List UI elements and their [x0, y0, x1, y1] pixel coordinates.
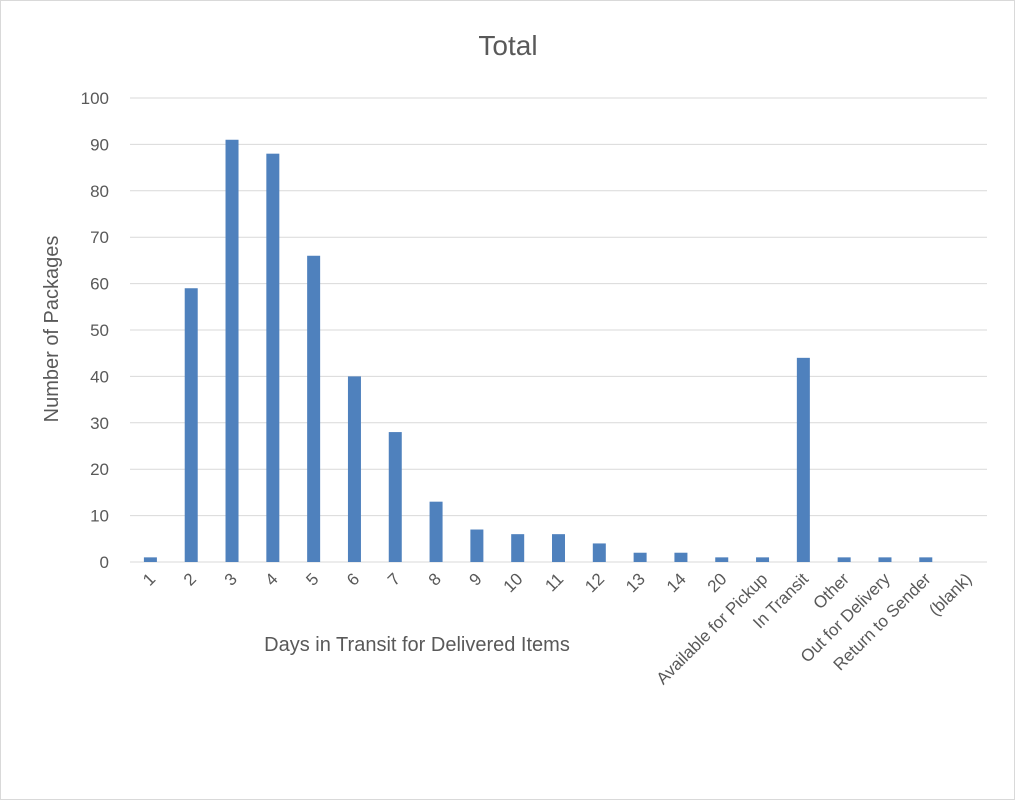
chart-title: Total	[478, 30, 537, 61]
bar	[796, 357, 810, 562]
bar	[347, 376, 361, 562]
y-tick-label: 90	[90, 135, 109, 154]
x-tick-label: 8	[425, 569, 445, 589]
bar	[429, 501, 443, 562]
x-tick-label: 7	[384, 569, 404, 589]
bar	[633, 552, 647, 562]
x-tick-label: 2	[180, 569, 200, 589]
x-tick-label: (blank)	[925, 569, 975, 619]
bar	[592, 543, 606, 562]
x-tick-label: 11	[541, 569, 567, 595]
bar	[225, 139, 239, 562]
bar	[470, 529, 484, 562]
x-axis-title: Days in Transit for Delivered Items	[264, 634, 570, 656]
gridlines	[130, 97, 987, 563]
x-tick-label: 1	[139, 569, 159, 589]
bar	[674, 552, 688, 562]
x-tick-label: 12	[581, 569, 608, 596]
y-tick-label: 20	[90, 460, 109, 479]
y-axis-title: Number of Packages	[41, 236, 63, 423]
y-tick-label: 0	[100, 553, 109, 572]
x-tick-label: 6	[343, 569, 363, 589]
x-tick-label: 20	[704, 569, 731, 596]
y-tick-label: 70	[90, 228, 109, 247]
y-axis-ticks: 0 10 20 30 40 50 60 70 80 90 100	[81, 89, 109, 572]
bar	[307, 255, 321, 562]
x-tick-label: 4	[262, 569, 282, 589]
y-tick-label: 40	[90, 367, 109, 386]
bar	[878, 557, 892, 562]
y-tick-label: 30	[90, 414, 109, 433]
bar	[511, 534, 525, 562]
bar	[266, 153, 280, 562]
x-tick-label: 3	[221, 569, 241, 589]
bars	[143, 139, 933, 562]
x-tick-label: 5	[302, 569, 322, 589]
bar	[756, 557, 770, 562]
bar	[715, 557, 729, 562]
bar	[388, 432, 402, 562]
x-tick-label: 14	[663, 569, 690, 596]
x-tick-label: 13	[622, 569, 649, 596]
bar	[552, 534, 565, 562]
y-tick-label: 100	[81, 89, 109, 108]
x-tick-label: 9	[466, 569, 486, 589]
bar	[837, 557, 851, 562]
bar	[919, 557, 933, 562]
y-tick-label: 60	[90, 275, 109, 294]
y-tick-label: 50	[90, 321, 109, 340]
bar	[143, 557, 157, 562]
y-tick-label: 80	[90, 182, 109, 201]
bar	[184, 288, 198, 562]
x-tick-label: 10	[500, 569, 527, 596]
y-tick-label: 10	[90, 507, 109, 526]
